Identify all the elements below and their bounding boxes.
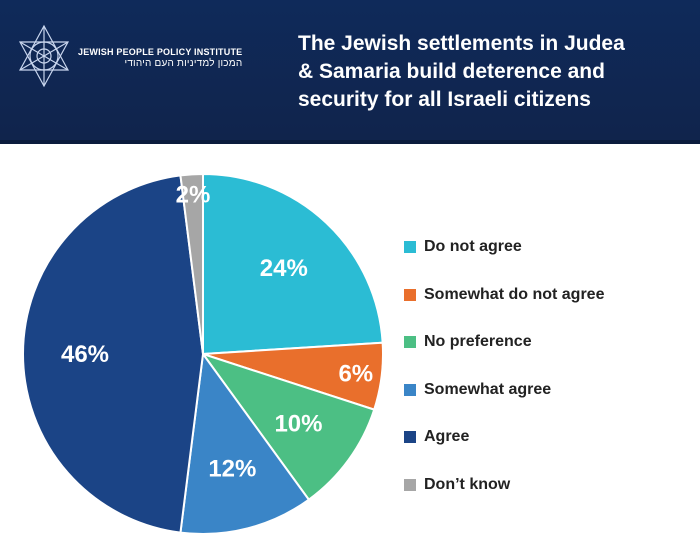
legend-swatch xyxy=(404,241,416,253)
legend-swatch xyxy=(404,383,416,396)
data-label-agree: 46% xyxy=(61,341,109,368)
org-name-english: JEWISH PEOPLE POLICY INSTITUTE xyxy=(78,47,243,57)
legend-label: Don’t know xyxy=(424,475,511,493)
header-banner: JEWISH PEOPLE POLICY INSTITUTE המכון למד… xyxy=(0,0,700,140)
pie-slice-don-t-know xyxy=(179,172,204,355)
chart-title: The Jewish settlements in Judea & Samari… xyxy=(298,32,625,111)
legend-swatch xyxy=(404,431,416,443)
legend-label: Agree xyxy=(424,428,470,445)
legend-label: Somewhat do not agree xyxy=(424,285,605,303)
legend-label: No preference xyxy=(424,333,532,350)
pie-slice-do-not-agree xyxy=(202,172,384,356)
data-label-no-preference: 10% xyxy=(274,410,322,437)
pie-chart: 24% 6% 10% 12% 46% 2% xyxy=(22,172,384,535)
legend-swatch xyxy=(404,336,416,348)
legend-label: Somewhat agree xyxy=(424,380,552,398)
star-of-david-logo-icon xyxy=(18,24,70,88)
data-label-somewhat-do-not-agree: 6% xyxy=(338,360,373,387)
data-label-don-t-know: 2% xyxy=(176,181,211,208)
org-name-hebrew: המכון למדיניות העם היהודי xyxy=(124,58,243,69)
legend-swatch xyxy=(404,288,416,301)
header-divider xyxy=(0,140,700,144)
org-name: JEWISH PEOPLE POLICY INSTITUTE המכון למד… xyxy=(78,46,242,70)
pie-slice-agree xyxy=(22,174,205,534)
pie-slice-no-preference xyxy=(200,352,376,502)
data-label-do-not-agree: 24% xyxy=(260,255,308,282)
legend-swatch xyxy=(404,478,416,491)
data-label-somewhat-agree: 12% xyxy=(208,455,256,482)
pie-slice-somewhat-agree xyxy=(179,351,311,535)
legend-label: Do not agree xyxy=(424,238,522,255)
